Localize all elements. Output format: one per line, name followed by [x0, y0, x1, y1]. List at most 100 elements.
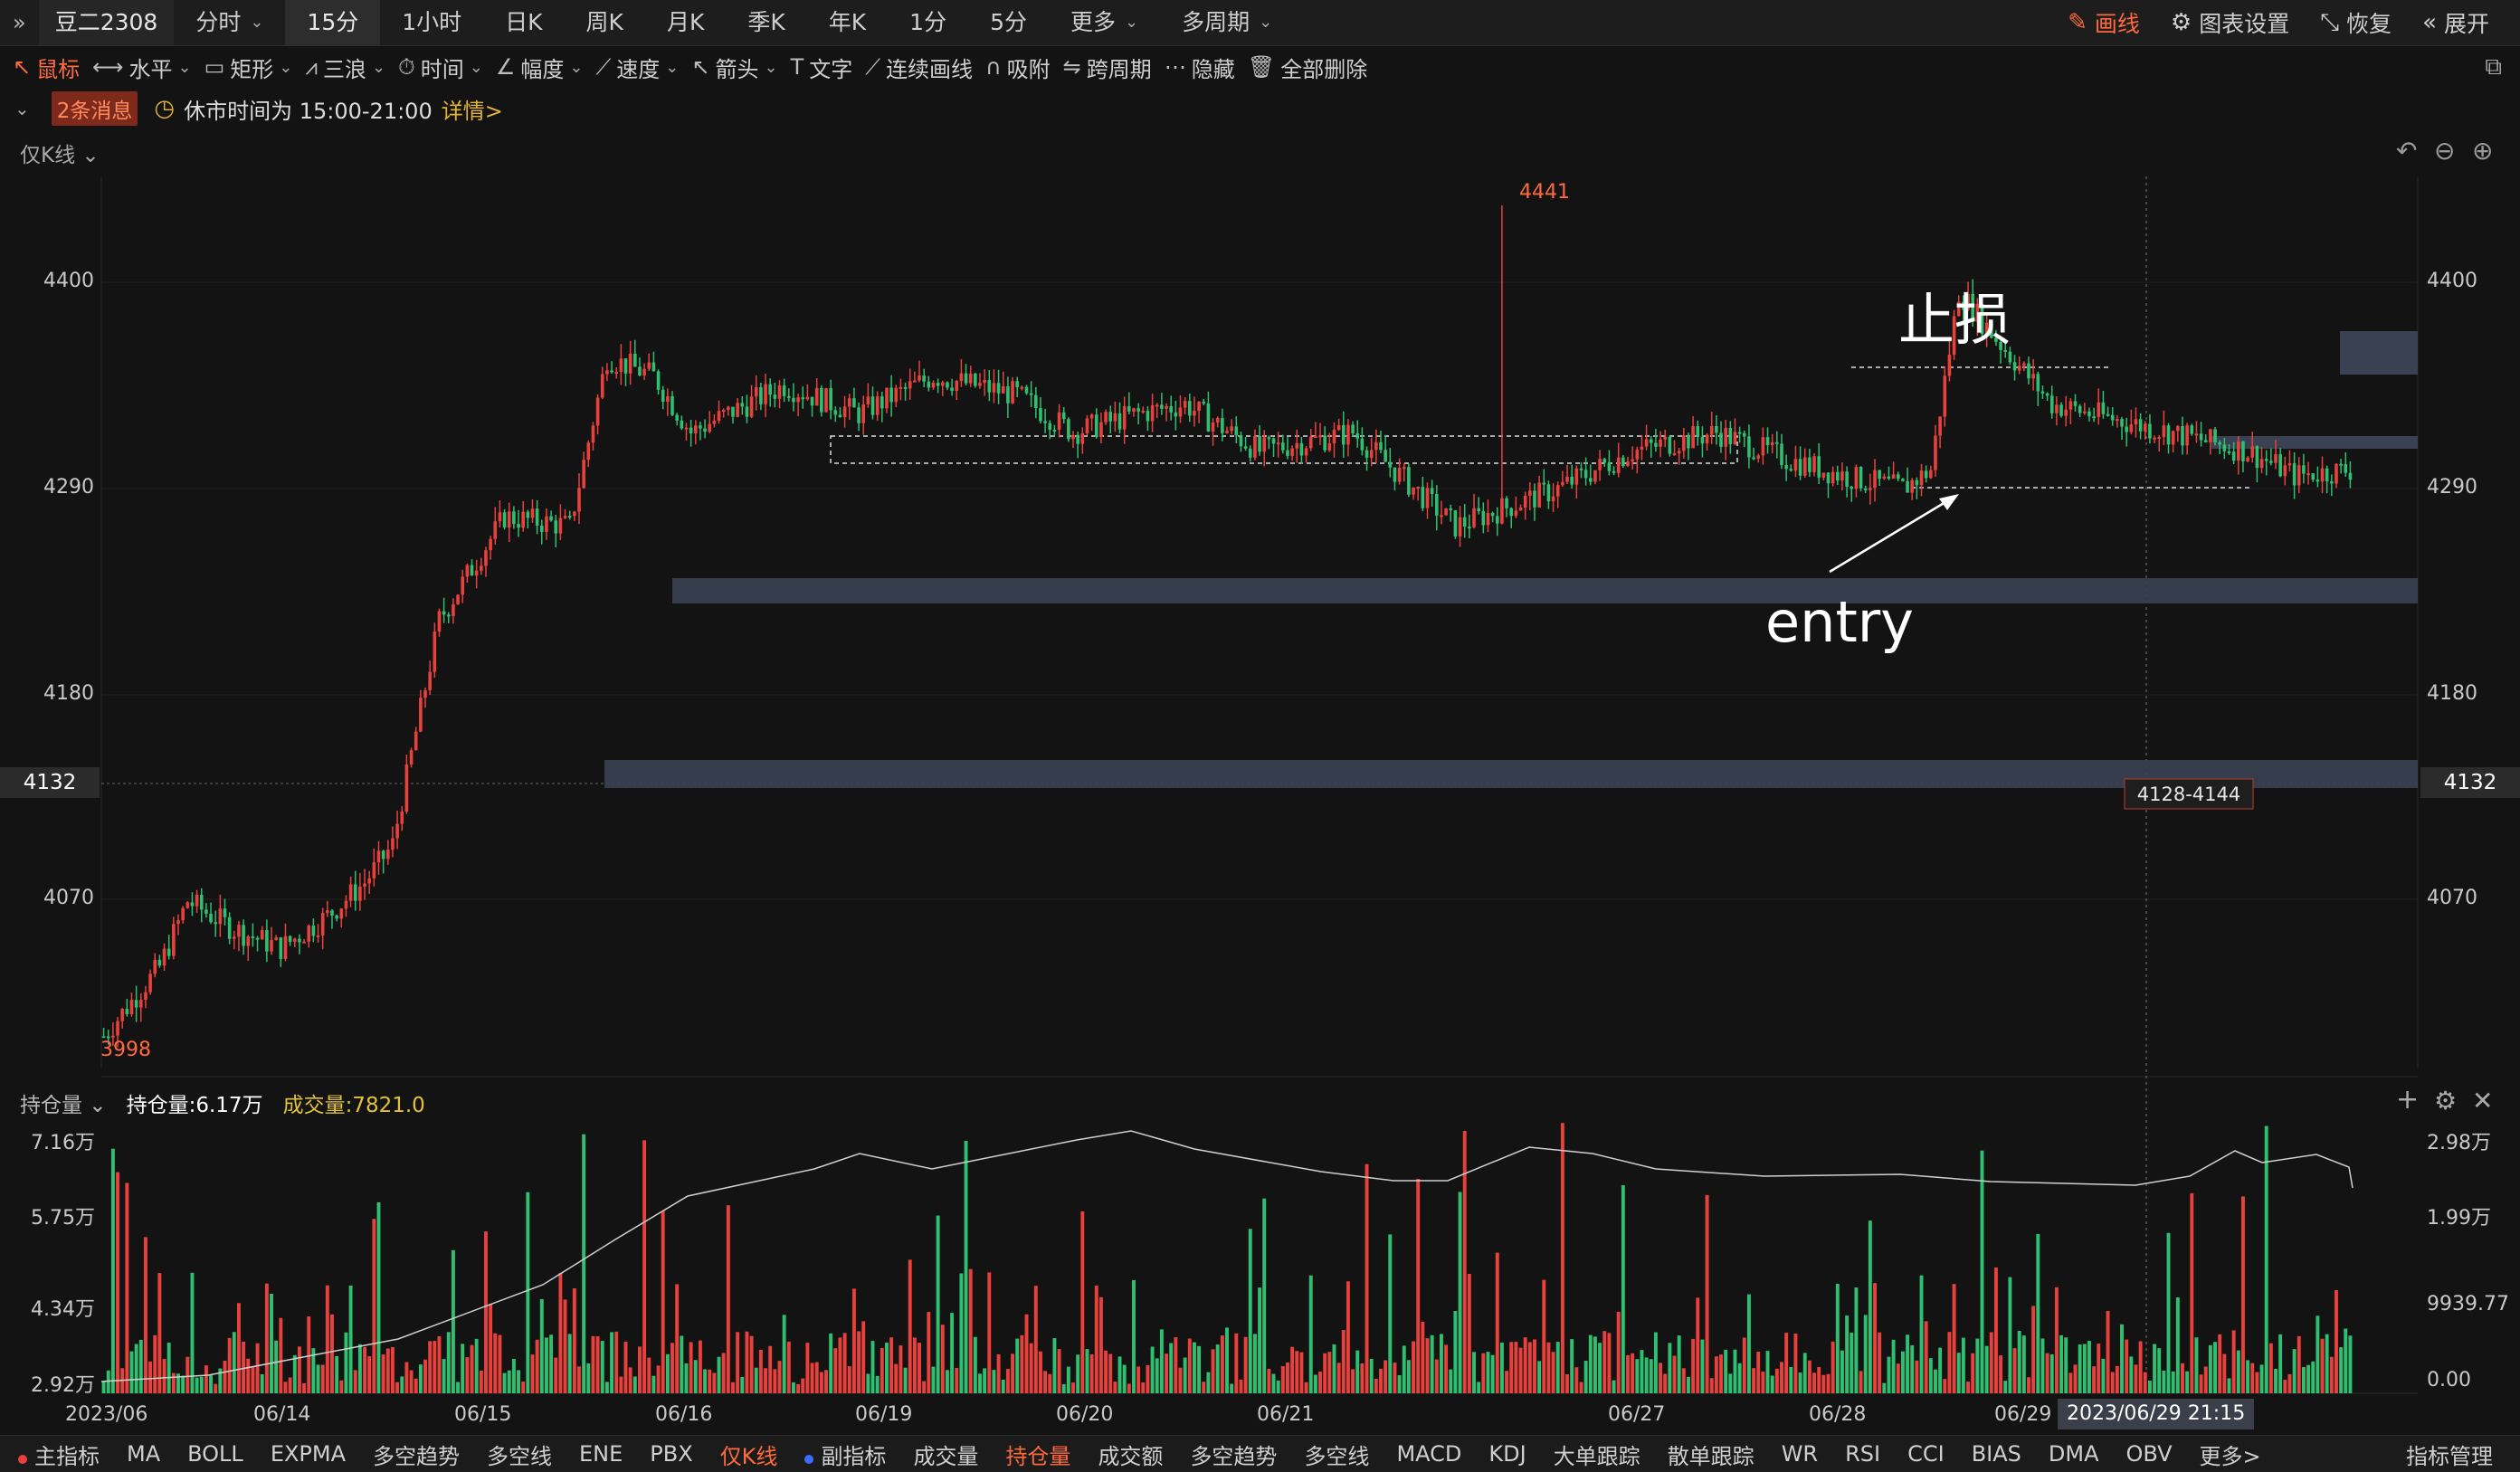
draw-tool-trash[interactable]: 🗑 全部删除 [1247, 54, 1368, 82]
zoom-out-icon[interactable]: ⊖ [2434, 136, 2456, 166]
period-tab[interactable]: 更多 ⌄ [1049, 0, 1160, 45]
indicator-item[interactable]: BOLL [187, 1441, 243, 1467]
indicator-item[interactable]: 仅K线 [719, 1443, 778, 1469]
indicator-item[interactable]: CCI [1907, 1441, 1945, 1467]
indicator-item[interactable]: 散单跟踪 [1667, 1443, 1754, 1469]
indicator-item[interactable]: MACD [1396, 1441, 1462, 1467]
volume-bar [1807, 1360, 1812, 1393]
close-icon[interactable]: ✕ [2472, 1086, 2494, 1116]
indicator-item[interactable]: 成交额 [1098, 1443, 1164, 1469]
indicator-item[interactable]: 指标管理 [2406, 1443, 2493, 1469]
zoom-in-icon[interactable]: ⊕ [2472, 136, 2494, 166]
chevron-down-icon: ⌄ [177, 57, 192, 77]
period-tab[interactable]: 季K [747, 9, 785, 35]
symbol-name[interactable]: 豆二2308 [38, 0, 175, 45]
details-link[interactable]: 详情> [441, 98, 503, 124]
add-indicator-icon[interactable]: + [2396, 1084, 2420, 1116]
indicator-item[interactable]: BIAS [1971, 1441, 2021, 1467]
indicator-item[interactable]: WR [1781, 1441, 1819, 1467]
period-tab[interactable]: 5分 [990, 9, 1027, 35]
indicator-item[interactable]: 主指标 [18, 1439, 100, 1470]
candle-body [880, 396, 884, 409]
draw-tool-arrow[interactable]: ↖ 箭头 ⌄ [691, 54, 778, 82]
indicator-item[interactable]: 多空线 [487, 1443, 553, 1469]
period-tab[interactable]: 分时 ⌄ [174, 0, 285, 45]
indicator-item[interactable]: ENE [579, 1441, 623, 1467]
indicator-item[interactable]: EXPMA [270, 1441, 347, 1467]
expand-button[interactable]: «展开 [2422, 9, 2489, 37]
period-tab[interactable]: 15分 [285, 0, 381, 45]
period-tab[interactable]: 多周期 ⌄ [1160, 0, 1294, 45]
candle-body [1230, 426, 1233, 432]
volume-bar [1505, 1371, 1509, 1393]
volume-bar [1061, 1383, 1066, 1393]
indicator-item[interactable]: 大单跟踪 [1553, 1443, 1640, 1469]
candle-body [535, 508, 539, 527]
volume-bar [563, 1299, 567, 1393]
oi-selector[interactable]: 持仓量 ⌄ [20, 1094, 107, 1117]
volume-bar [805, 1343, 810, 1393]
draw-tool-polyline[interactable]: ⟋ 连续画线 [865, 54, 974, 82]
period-tab[interactable]: 1分 [909, 9, 947, 35]
volume-bar [1733, 1349, 1737, 1393]
candle-body [1043, 421, 1047, 423]
indicator-item[interactable]: 副指标 [804, 1439, 886, 1470]
indicator-item[interactable]: 多空线 [1304, 1443, 1370, 1469]
restore-button[interactable]: ⤡ 恢复 [2320, 8, 2392, 38]
candle-body [1984, 322, 1989, 335]
draw-tool-time[interactable]: ⏱ 时间 ⌄ [398, 54, 483, 82]
message-count-badge[interactable]: 2条消息 [51, 91, 138, 126]
indicator-item[interactable]: KDJ [1488, 1441, 1526, 1467]
draw-tool-rectangle[interactable]: ▭ 矩形 ⌄ [204, 54, 293, 82]
kline-selector[interactable]: 仅K线 ⌄ [20, 144, 100, 167]
double-chevron-left-icon: « [2422, 9, 2437, 36]
draw-tool-speed[interactable]: ⟋ 速度 ⌄ [595, 54, 680, 82]
indicator-item[interactable]: 多空趋势 [373, 1443, 461, 1469]
draw-tool-text[interactable]: T 文字 [790, 54, 853, 82]
indicator-item[interactable]: RSI [1845, 1441, 1881, 1467]
indicator-item[interactable]: OBV [2125, 1441, 2173, 1467]
candle-body [181, 907, 185, 921]
draw-tool-wave[interactable]: ⩘ 三浪 ⌄ [305, 54, 386, 82]
draw-tool-horizontal-line[interactable]: ⟷ 水平 ⌄ [92, 54, 192, 82]
undo-icon[interactable]: ↶ [2396, 136, 2418, 166]
draw-tool-hide[interactable]: ⋯ 隐藏 [1164, 54, 1235, 82]
indicator-item[interactable]: 更多> [2199, 1443, 2261, 1469]
indicator-item[interactable]: PBX [650, 1441, 693, 1467]
volume-bar [2203, 1366, 2208, 1393]
volume-bar [390, 1347, 395, 1393]
candle-body [619, 358, 623, 373]
volume-bar [1906, 1334, 1910, 1393]
period-tab[interactable]: 日K [505, 9, 543, 35]
popout-icon[interactable]: ⧉ [2485, 52, 2502, 81]
gear-icon[interactable]: ⚙ [2434, 1086, 2458, 1116]
draw-tool-magnet[interactable]: ∩ 吸附 [985, 54, 1051, 82]
period-tab[interactable]: 1小时 [402, 9, 462, 35]
candle-body [545, 516, 548, 532]
candle-body [153, 959, 157, 974]
collapse-sidebar-icon[interactable]: » [13, 10, 26, 35]
chevron-down-icon[interactable]: ⌄ [14, 98, 30, 119]
period-tab[interactable]: 月K [666, 9, 705, 35]
indicator-item[interactable]: MA [127, 1441, 161, 1467]
candle-body [2153, 437, 2156, 440]
draw-tool-range[interactable]: ∠ 幅度 ⌄ [495, 54, 584, 82]
indicator-item[interactable]: DMA [2048, 1441, 2099, 1467]
draw-tool-cross-period[interactable]: ⇋ 跨周期 [1062, 54, 1152, 82]
indicator-item[interactable]: 多空趋势 [1190, 1443, 1278, 1469]
period-tab[interactable]: 年K [828, 9, 867, 35]
draw-tool-cursor[interactable]: ↖ 鼠标 [13, 54, 81, 82]
chart-settings-button[interactable]: ⚙ 图表设置 [2170, 9, 2290, 37]
candle-body [974, 373, 977, 386]
candle-body [838, 414, 842, 418]
candle-body [2003, 349, 2008, 352]
volume-bar [446, 1332, 451, 1393]
candle-body [875, 396, 880, 415]
draw-line-button[interactable]: ✎ 画线 [2068, 9, 2140, 37]
candle-body [614, 372, 619, 375]
volume-bar [2227, 1378, 2231, 1393]
candle-body [983, 379, 986, 384]
period-tab[interactable]: 周K [585, 9, 623, 35]
indicator-item[interactable]: 成交量 [913, 1443, 979, 1469]
indicator-item[interactable]: 持仓量 [1005, 1443, 1071, 1469]
